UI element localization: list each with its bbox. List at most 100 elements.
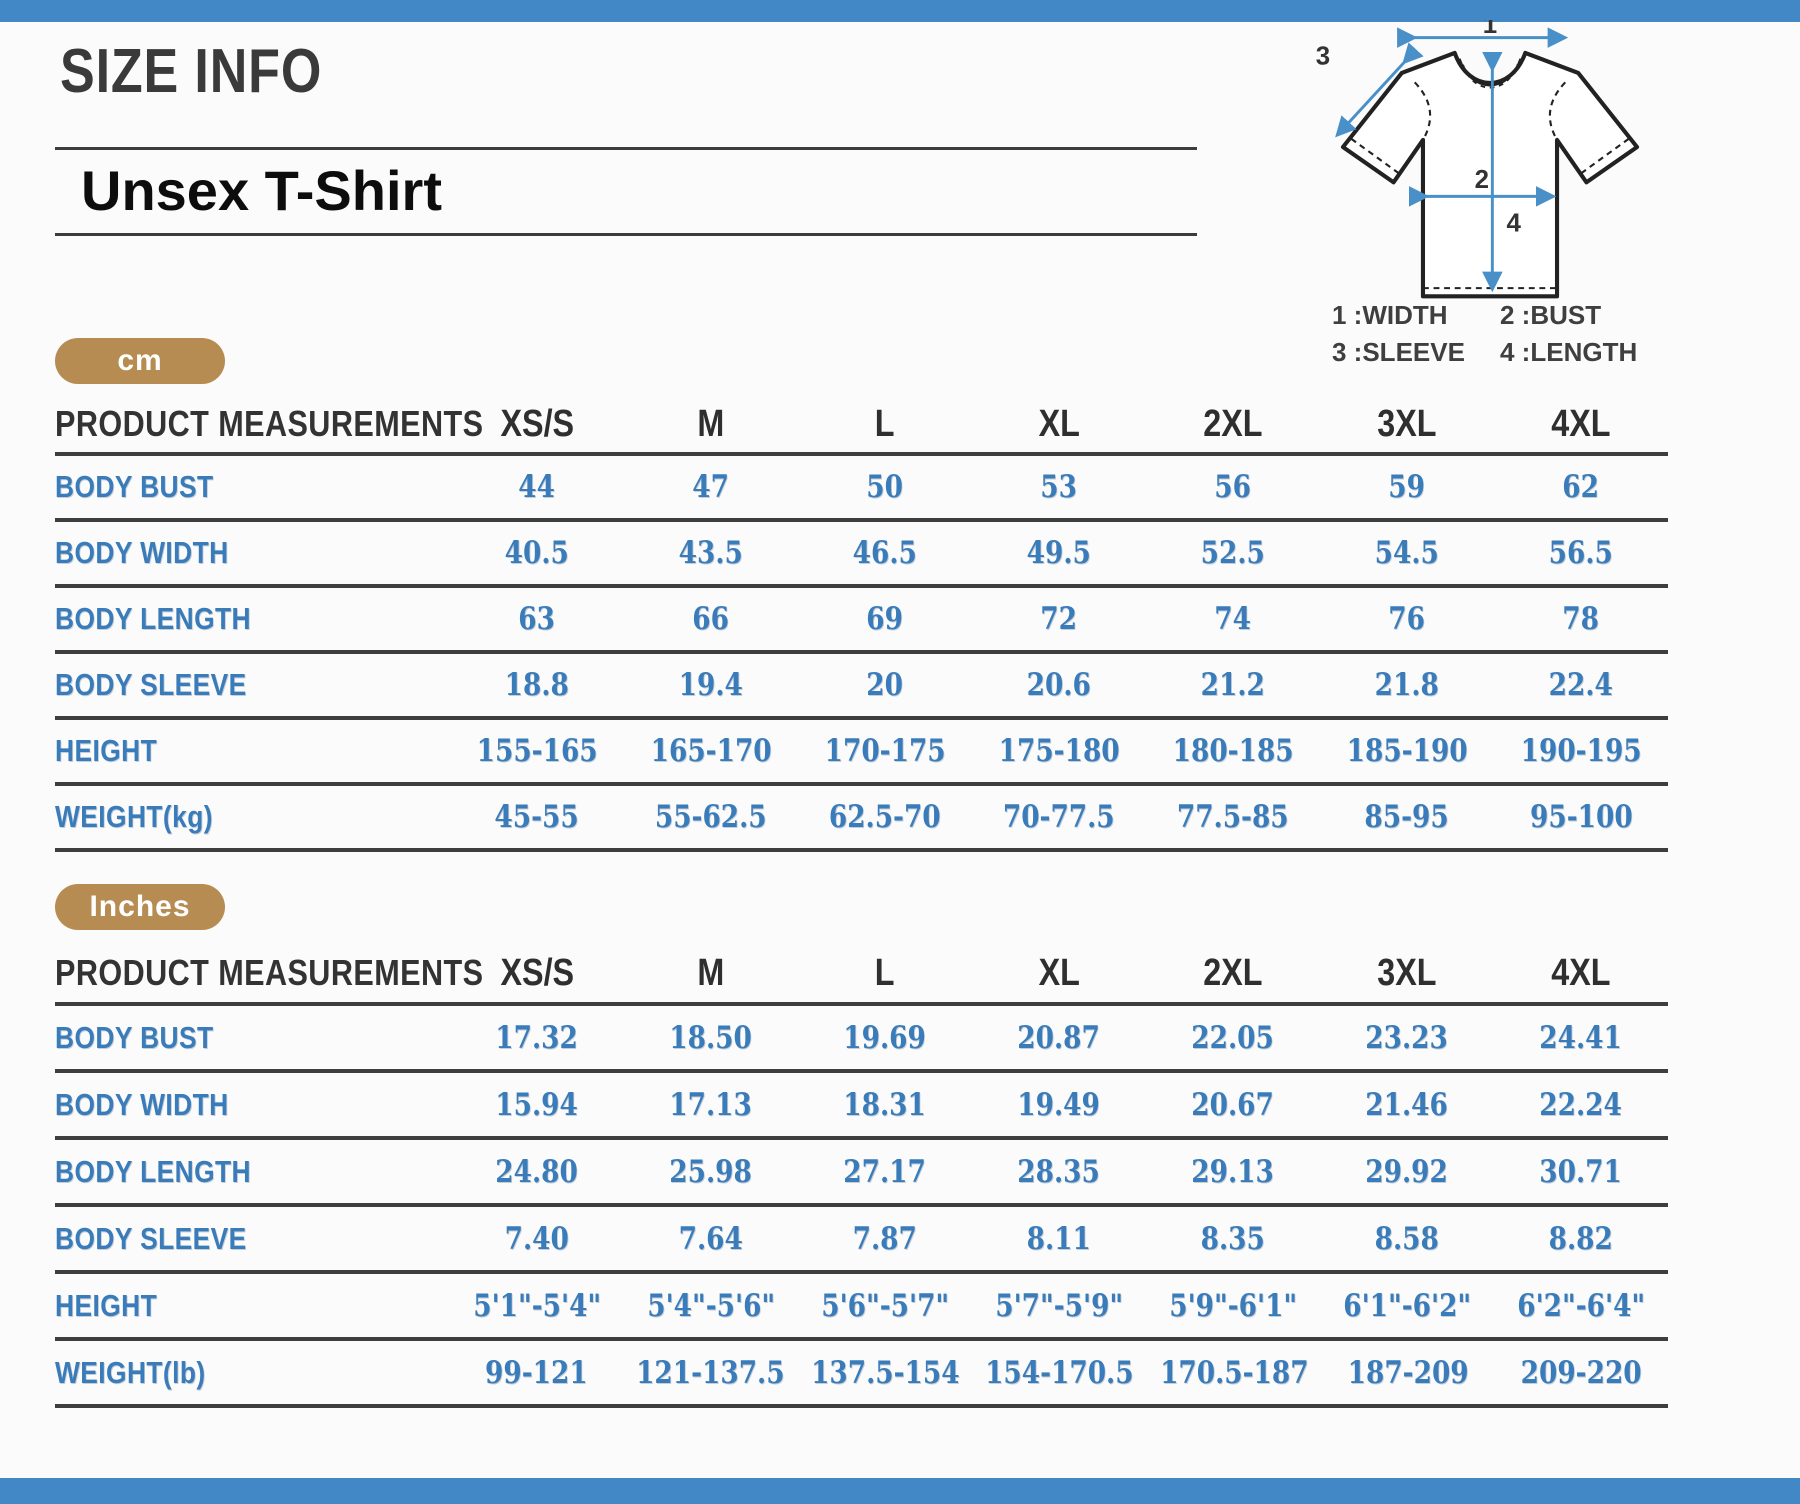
- size-label: 3XL: [1377, 951, 1437, 994]
- value-cell: 63: [450, 601, 624, 637]
- size-table-inches: Inches PRODUCT MEASUREMENTS XS/S M L XL 2XL 3X…: [55, 884, 1668, 1408]
- value-cell: 28.35: [972, 1154, 1146, 1190]
- value-cell: 21.46: [1320, 1087, 1494, 1123]
- measurement-value: 77.5-85: [1177, 799, 1289, 835]
- size-header-cell: M: [624, 952, 798, 995]
- legend-sleeve: 3 :SLEEVE: [1332, 337, 1465, 367]
- measurement-value: 180-185: [1172, 733, 1294, 769]
- table-row: BODY LENGTH 63 66 69 72 74 76 78: [55, 588, 1668, 654]
- value-cell: 5'9"-6'1": [1146, 1288, 1320, 1324]
- row-label-cell: BODY WIDTH: [55, 535, 450, 571]
- value-cell: 66: [624, 601, 798, 637]
- value-cell: 30.71: [1494, 1154, 1668, 1190]
- measurement-value: 8.11: [1026, 1220, 1092, 1257]
- product-name: Unsex T-Shirt: [81, 159, 442, 222]
- size-header-cell: 2XL: [1146, 403, 1320, 446]
- value-cell: 154-170.5: [972, 1355, 1147, 1391]
- value-cell: 8.82: [1494, 1221, 1668, 1257]
- value-cell: 25.98: [624, 1154, 798, 1190]
- product-name-box: Unsex T-Shirt: [55, 147, 1197, 236]
- measurement-value: 24.80: [495, 1153, 579, 1190]
- measurement-value: 29.92: [1365, 1153, 1449, 1190]
- product-measurements-header-cell: PRODUCT MEASUREMENTS: [55, 403, 483, 445]
- diagram-label-bust: 2: [1475, 166, 1489, 194]
- size-label: M: [697, 951, 725, 994]
- value-cell: 99-121: [450, 1355, 623, 1391]
- measurement-value: 137.5-154: [810, 1354, 960, 1391]
- table-row: BODY BUST 17.32 18.50 19.69 20.87 22.05 23.23 2…: [55, 1006, 1668, 1073]
- measurement-value: 78: [1562, 601, 1600, 637]
- value-cell: 40.5: [450, 535, 624, 571]
- measurement-value: 20.6: [1026, 667, 1092, 703]
- value-cell: 17.13: [624, 1087, 798, 1123]
- measurement-value: 5'6"-5'7": [821, 1287, 949, 1324]
- size-label: 3XL: [1377, 402, 1437, 445]
- value-cell: 6'2"-6'4": [1494, 1288, 1668, 1324]
- table-header-row: PRODUCT MEASUREMENTS XS/S M L XL 2XL 3XL 4XL: [55, 944, 1668, 1006]
- measurement-value: 5'9"-6'1": [1169, 1287, 1297, 1324]
- measurement-value: 56.5: [1548, 535, 1614, 571]
- value-cell: 15.94: [450, 1087, 624, 1123]
- size-header-cell: 2XL: [1146, 952, 1320, 995]
- size-header-cell: M: [624, 403, 798, 446]
- measurement-value: 121-137.5: [636, 1354, 785, 1391]
- measurement-value: 19.69: [843, 1019, 927, 1056]
- bottom-accent-bar: [0, 1478, 1800, 1504]
- measurement-value: 20: [866, 667, 904, 703]
- measurement-value: 56: [1214, 469, 1252, 505]
- measurement-value: 209-220: [1520, 1354, 1642, 1391]
- value-cell: 5'4"-5'6": [624, 1288, 798, 1324]
- value-cell: 20.6: [972, 667, 1146, 703]
- measurement-value: 185-190: [1346, 733, 1468, 769]
- row-label-cell: HEIGHT: [55, 733, 450, 769]
- size-table-inches-grid: PRODUCT MEASUREMENTS XS/S M L XL 2XL 3XL 4XL BOD…: [55, 944, 1668, 1408]
- size-label: 4XL: [1551, 951, 1611, 994]
- size-label: M: [697, 402, 725, 445]
- value-cell: 175-180: [972, 733, 1146, 769]
- measurement-value: 24.41: [1539, 1019, 1623, 1056]
- measurement-value: 22.4: [1548, 667, 1614, 703]
- value-cell: 43.5: [624, 535, 798, 571]
- value-cell: 76: [1320, 601, 1494, 637]
- measurement-value: 19.4: [678, 667, 744, 703]
- value-cell: 77.5-85: [1146, 799, 1320, 835]
- value-cell: 62.5-70: [798, 799, 972, 835]
- measurement-value: 22.05: [1191, 1019, 1275, 1056]
- size-header-cell: XL: [972, 952, 1146, 995]
- value-cell: 22.24: [1494, 1087, 1668, 1123]
- value-cell: 19.4: [624, 667, 798, 703]
- value-cell: 46.5: [798, 535, 972, 571]
- measurement-value: 99-121: [485, 1354, 588, 1391]
- value-cell: 55-62.5: [624, 799, 798, 835]
- table-header-row: PRODUCT MEASUREMENTS XS/S M L XL 2XL 3XL 4XL: [55, 396, 1668, 456]
- measurement-value: 53: [1040, 469, 1078, 505]
- size-label: XL: [1038, 402, 1080, 445]
- value-cell: 74: [1146, 601, 1320, 637]
- row-label: BODY LENGTH: [55, 1153, 251, 1189]
- measurement-value: 46.5: [852, 535, 918, 571]
- value-cell: 54.5: [1320, 535, 1494, 571]
- value-cell: 21.2: [1146, 667, 1320, 703]
- value-cell: 70-77.5: [972, 799, 1146, 835]
- row-label: BODY SLEEVE: [55, 667, 247, 702]
- value-cell: 8.58: [1320, 1221, 1494, 1257]
- measurement-value: 187-209: [1347, 1354, 1469, 1391]
- row-label: BODY BUST: [55, 1019, 214, 1055]
- measurement-value: 85-95: [1364, 799, 1450, 835]
- row-label: BODY WIDTH: [55, 1086, 229, 1122]
- product-measurements-label: PRODUCT MEASUREMENTS: [55, 952, 484, 993]
- row-label: WEIGHT(kg): [55, 799, 213, 834]
- table-row: BODY WIDTH 40.5 43.5 46.5 49.5 52.5 54.5 56.5: [55, 522, 1668, 588]
- measurement-value: 8.58: [1374, 1220, 1440, 1257]
- size-header-cell: 4XL: [1494, 952, 1668, 995]
- value-cell: 170.5-187: [1147, 1355, 1322, 1391]
- measurement-value: 72: [1040, 601, 1078, 637]
- row-label-cell: BODY BUST: [55, 1020, 450, 1056]
- measurement-value: 45-55: [494, 799, 580, 835]
- value-cell: 8.11: [972, 1221, 1146, 1257]
- value-cell: 49.5: [972, 535, 1146, 571]
- product-measurements-header-cell: PRODUCT MEASUREMENTS: [55, 952, 483, 994]
- measurement-value: 190-195: [1520, 733, 1642, 769]
- measurement-value: 66: [692, 601, 730, 637]
